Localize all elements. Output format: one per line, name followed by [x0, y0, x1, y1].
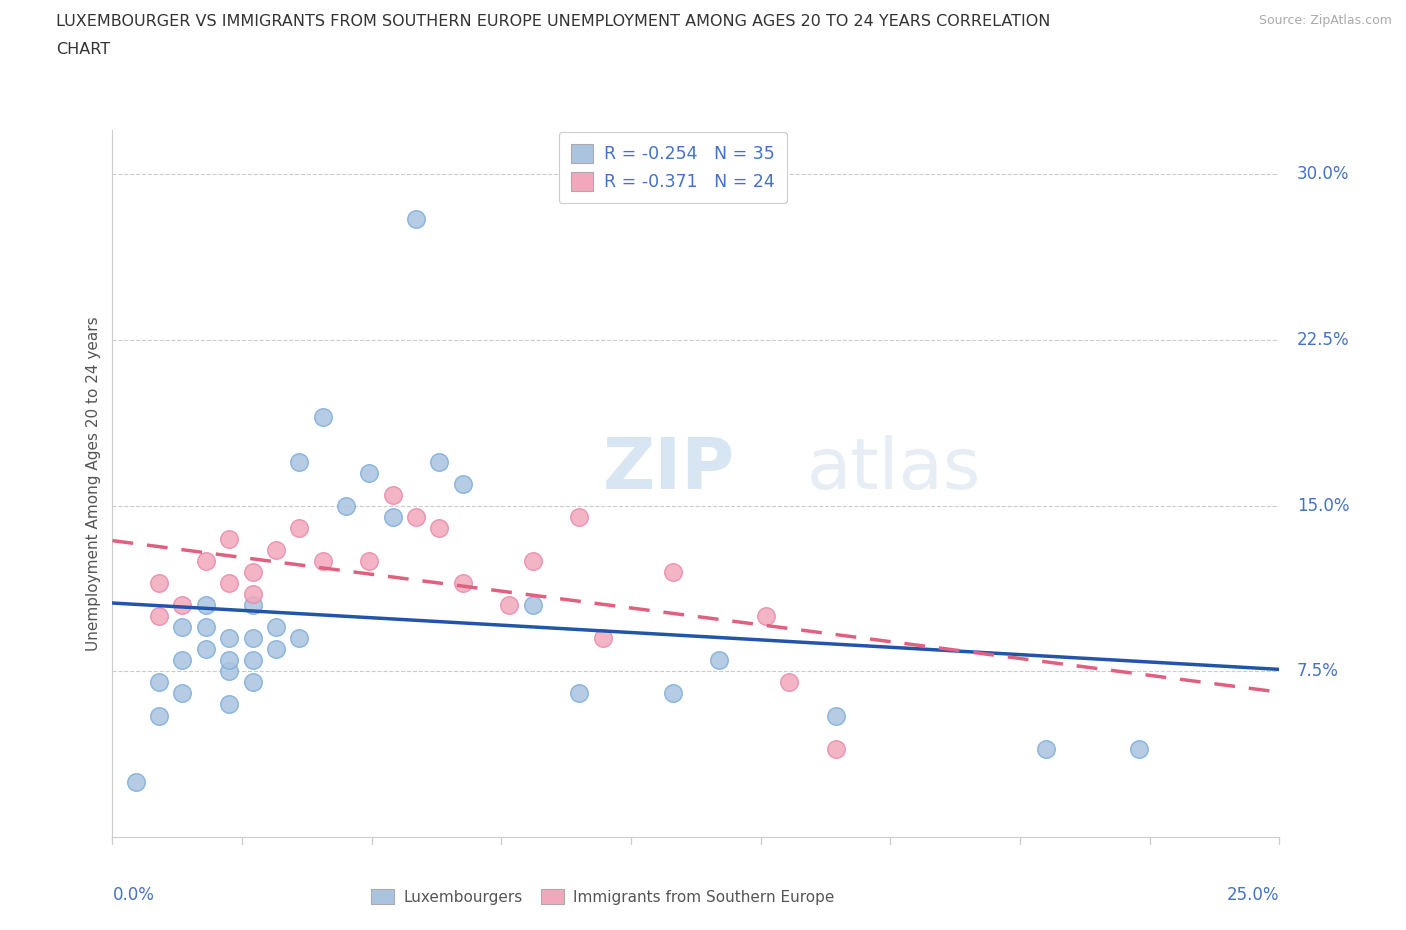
Point [825, 708, 848, 723]
Point [264, 642, 287, 657]
Text: 30.0%: 30.0% [1296, 166, 1350, 183]
Point [427, 521, 450, 536]
Text: 0.0%: 0.0% [112, 886, 155, 905]
Point [405, 211, 427, 226]
Point [148, 675, 170, 690]
Text: 22.5%: 22.5% [1296, 331, 1350, 349]
Point [778, 675, 800, 690]
Point [218, 576, 240, 591]
Point [218, 631, 240, 645]
Point [592, 631, 614, 645]
Text: Source: ZipAtlas.com: Source: ZipAtlas.com [1258, 14, 1392, 27]
Text: 7.5%: 7.5% [1296, 662, 1339, 681]
Point [242, 598, 264, 613]
Point [172, 619, 194, 634]
Point [194, 642, 217, 657]
Point [218, 698, 240, 712]
Text: 25.0%: 25.0% [1227, 886, 1279, 905]
Point [288, 454, 311, 469]
Point [242, 587, 264, 602]
Point [218, 664, 240, 679]
Point [405, 510, 427, 525]
Point [264, 542, 287, 557]
Point [242, 631, 264, 645]
Point [568, 686, 591, 701]
Text: 15.0%: 15.0% [1296, 497, 1350, 514]
Point [451, 476, 474, 491]
Point [755, 609, 778, 624]
Point [568, 510, 591, 525]
Point [522, 598, 544, 613]
Point [359, 553, 381, 568]
Point [311, 410, 333, 425]
Point [194, 598, 217, 613]
Point [172, 653, 194, 668]
Point [709, 653, 731, 668]
Point [194, 619, 217, 634]
Point [498, 598, 520, 613]
Point [242, 565, 264, 579]
Text: LUXEMBOURGER VS IMMIGRANTS FROM SOUTHERN EUROPE UNEMPLOYMENT AMONG AGES 20 TO 24: LUXEMBOURGER VS IMMIGRANTS FROM SOUTHERN… [56, 14, 1050, 29]
Point [264, 619, 287, 634]
Point [288, 521, 311, 536]
Text: ZIP: ZIP [603, 435, 735, 504]
Point [661, 565, 683, 579]
Legend: Luxembourgers, Immigrants from Southern Europe: Luxembourgers, Immigrants from Southern … [366, 883, 841, 910]
Point [825, 741, 848, 756]
Point [451, 576, 474, 591]
Point [359, 465, 381, 480]
Point [381, 487, 404, 502]
Point [218, 653, 240, 668]
Point [194, 553, 217, 568]
Point [148, 576, 170, 591]
Y-axis label: Unemployment Among Ages 20 to 24 years: Unemployment Among Ages 20 to 24 years [86, 316, 101, 651]
Point [148, 609, 170, 624]
Point [427, 454, 450, 469]
Point [1035, 741, 1057, 756]
Point [1128, 741, 1150, 756]
Point [522, 553, 544, 568]
Point [311, 553, 333, 568]
Point [172, 598, 194, 613]
Text: CHART: CHART [56, 42, 110, 57]
Point [218, 531, 240, 546]
Point [148, 708, 170, 723]
Point [381, 510, 404, 525]
Point [242, 675, 264, 690]
Point [288, 631, 311, 645]
Point [661, 686, 683, 701]
Point [242, 653, 264, 668]
Point [125, 775, 148, 790]
Point [172, 686, 194, 701]
Point [335, 498, 357, 513]
Text: atlas: atlas [807, 435, 981, 504]
